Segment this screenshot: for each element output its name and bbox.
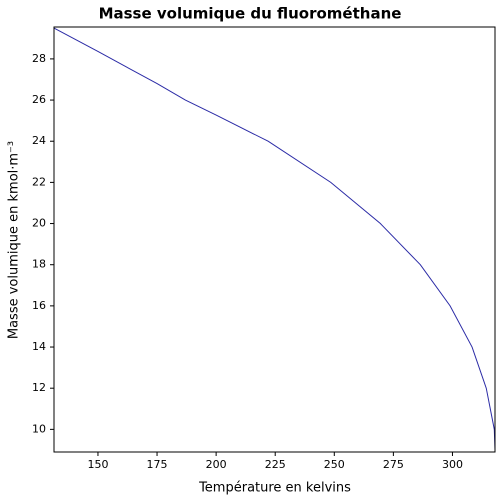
y-tick-label: 24 [32, 134, 46, 147]
chart-title: Masse volumique du fluorométhane [99, 5, 402, 23]
y-tick-label: 16 [32, 299, 46, 312]
y-tick-label: 26 [32, 93, 46, 106]
x-tick-label: 150 [87, 458, 108, 471]
plot-frame [53, 26, 496, 453]
y-tick-label: 18 [32, 258, 46, 271]
y-axis-label: Masse volumique en kmol·m⁻³ [7, 141, 22, 339]
x-tick-label: 225 [265, 458, 286, 471]
y-tick-label: 22 [32, 175, 46, 188]
x-tick-label: 200 [206, 458, 227, 471]
x-tick-label: 275 [383, 458, 404, 471]
y-tick-label: 20 [32, 217, 46, 230]
y-tick-label: 28 [32, 52, 46, 65]
x-tick-label: 175 [147, 458, 168, 471]
data-line [53, 27, 496, 450]
y-tick-label: 14 [32, 340, 46, 353]
y-tick-label: 10 [32, 422, 46, 435]
x-tick-label: 250 [324, 458, 345, 471]
x-tick-label: 300 [442, 458, 463, 471]
x-axis-label: Température en kelvins [198, 481, 351, 496]
y-tick-label: 12 [32, 381, 46, 394]
